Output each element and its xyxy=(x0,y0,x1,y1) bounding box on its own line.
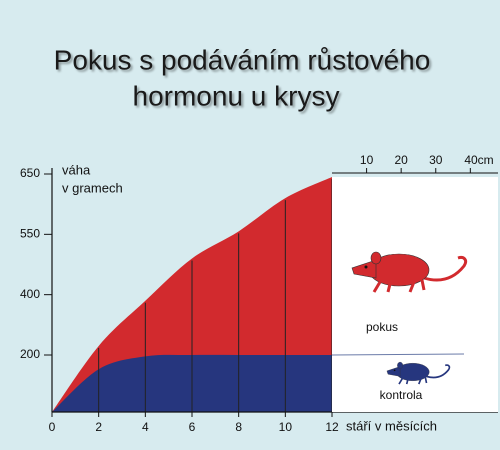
rat-eye xyxy=(364,265,368,269)
legend-label: kontrola xyxy=(380,388,423,402)
rat-head xyxy=(351,259,377,279)
chart-title: hormonu u krysy xyxy=(133,80,340,111)
x-tick-label: 12 xyxy=(325,420,339,434)
rat-eye xyxy=(393,369,396,372)
y-tick-label: 550 xyxy=(20,227,40,241)
rat-control xyxy=(386,361,451,385)
y-tick-label: 400 xyxy=(20,287,40,301)
legend-label: pokus xyxy=(366,320,398,334)
rat-head xyxy=(386,366,401,377)
plot: 200 400 550 650 0 2 4 6 8 10 12 10 20 30 40cm xyxy=(20,153,498,434)
y-axis-label: váha xyxy=(62,162,91,177)
rat-tail xyxy=(426,364,451,379)
x-tick-label: 4 xyxy=(142,420,149,434)
x2-tick-label: 40cm xyxy=(464,153,493,167)
panel-divider xyxy=(331,353,465,356)
rat-ear xyxy=(397,361,404,369)
rat-tail xyxy=(423,256,468,282)
x-tick-label: 10 xyxy=(279,420,293,434)
rat-treated xyxy=(351,251,468,293)
x-tick-label: 8 xyxy=(235,420,242,434)
x-tick-label: 2 xyxy=(95,420,102,434)
x2-tick-label: 20 xyxy=(394,153,408,167)
rat-ear xyxy=(370,251,382,265)
rat-legs xyxy=(398,377,428,385)
y-tick-label: 200 xyxy=(20,347,40,361)
x2-tick-label: 10 xyxy=(360,153,374,167)
y-axis-label: v gramech xyxy=(62,180,123,195)
x2-tick-label: 30 xyxy=(429,153,443,167)
x-axis-label: stáří v měsících xyxy=(346,418,437,433)
chart-title: Pokus s podáváním růstového xyxy=(54,44,431,75)
x-tick-label: 0 xyxy=(49,420,56,434)
x-tick-label: 6 xyxy=(189,420,196,434)
illustration-panel: pokus kontrola xyxy=(331,177,498,412)
y-tick-label: 650 xyxy=(20,166,40,180)
rat-legs xyxy=(372,279,426,293)
